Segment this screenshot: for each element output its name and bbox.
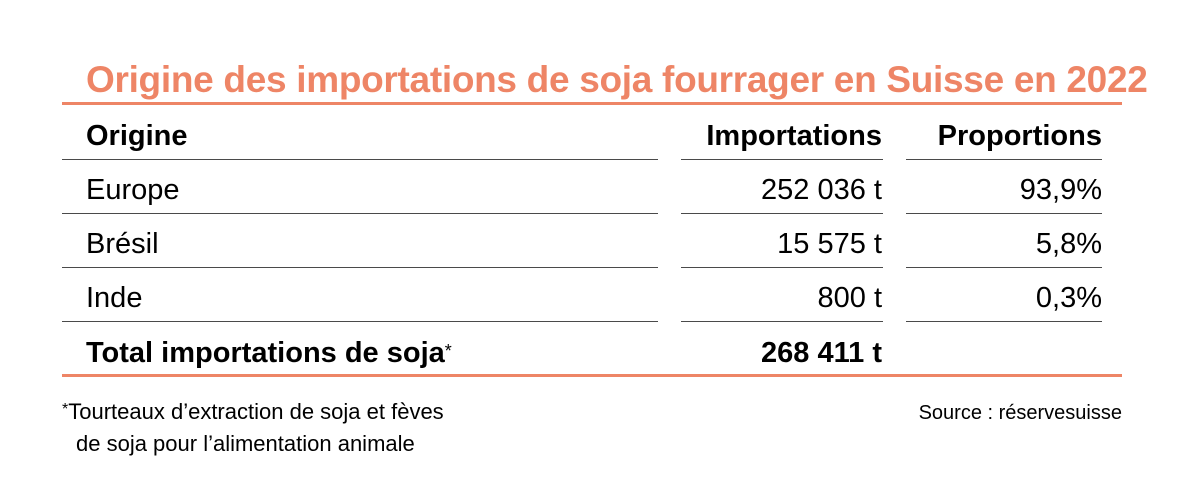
footnote-line-2: de soja pour l’alimentation animale xyxy=(76,431,415,456)
total-label: Total importations de soja* xyxy=(86,334,452,372)
header-rule-imports xyxy=(681,159,883,160)
row-rule-imports xyxy=(681,213,883,214)
source-credit: Source : réservesuisse xyxy=(918,402,1122,424)
row-europe-origin: Europe xyxy=(86,174,180,206)
header-origin: Origine xyxy=(86,120,188,152)
total-label-text: Total importations de soja xyxy=(86,337,445,369)
row-rule-origin xyxy=(62,321,658,322)
header-rule-origin xyxy=(62,159,658,160)
total-footnote-marker: * xyxy=(444,341,452,361)
row-rule-share xyxy=(906,267,1102,268)
row-rule-share xyxy=(906,213,1102,214)
header-share: Proportions xyxy=(937,120,1102,152)
row-rule-imports xyxy=(681,267,883,268)
table-title: Origine des importations de soja fourrag… xyxy=(86,59,1148,100)
row-inde-share: 0,3% xyxy=(1035,282,1102,314)
row-europe-imports: 252 036 t xyxy=(761,174,882,206)
row-rule-share xyxy=(906,321,1102,322)
footnote-marker: * xyxy=(62,401,69,418)
row-inde-imports: 800 t xyxy=(817,282,883,314)
header-imports: Importations xyxy=(706,120,882,152)
title-rule xyxy=(62,102,1122,105)
row-inde-origin: Inde xyxy=(86,282,143,314)
total-rule xyxy=(62,374,1122,377)
header-rule-share xyxy=(906,159,1102,160)
row-bresil-origin: Brésil xyxy=(86,228,159,260)
total-imports: 268 411 t xyxy=(761,337,882,369)
row-rule-imports xyxy=(681,321,883,322)
row-bresil-imports: 15 575 t xyxy=(777,228,882,260)
footnote-line-1: Tourteaux d’extraction de soja et fèves xyxy=(68,399,444,424)
row-bresil-share: 5,8% xyxy=(1035,228,1102,260)
footnote: *Tourteaux d’extraction de soja et fèves… xyxy=(62,396,444,460)
row-rule-origin xyxy=(62,267,658,268)
row-rule-origin xyxy=(62,213,658,214)
row-europe-share: 93,9% xyxy=(1019,174,1102,206)
